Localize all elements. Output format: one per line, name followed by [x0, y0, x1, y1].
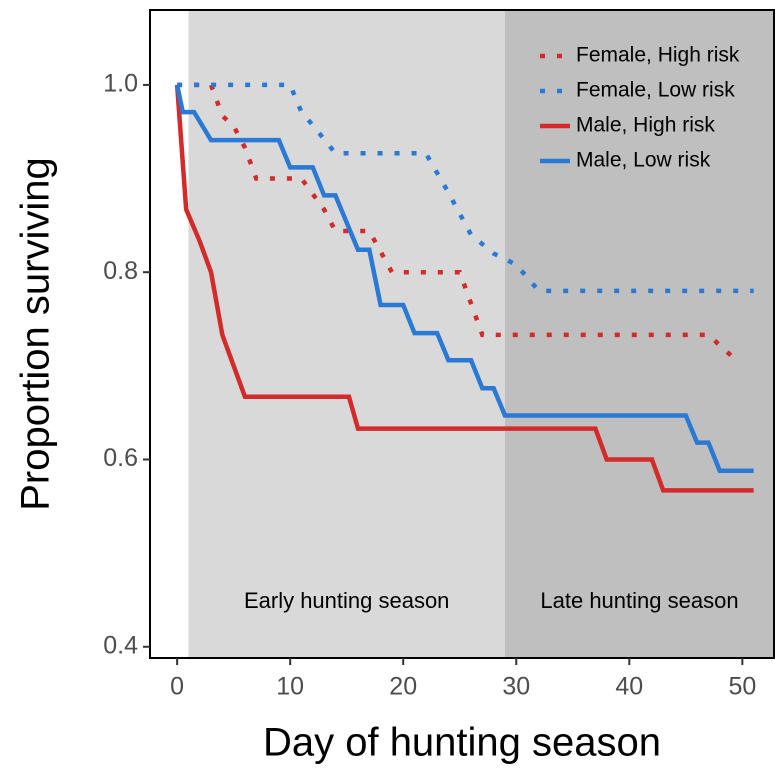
survival-line [174, 84, 754, 473]
region-label: Early hunting season [244, 588, 449, 613]
plot-frame [149, 9, 775, 659]
x-tick-label: 20 [389, 673, 417, 701]
survival-line [177, 82, 733, 358]
y-tick-label: 0.6 [103, 444, 138, 472]
season-region [188, 10, 505, 658]
legend-label: Female, Low risk [576, 79, 735, 102]
plot-area [174, 10, 774, 658]
season-region [504, 10, 774, 658]
x-tick-label: 50 [728, 673, 756, 701]
x-tick-label: 30 [502, 673, 530, 701]
x-axis-title: Day of hunting season [263, 721, 661, 765]
survival-line [177, 82, 754, 294]
x-tick-label: 40 [615, 673, 643, 701]
y-tick-label: 0.8 [103, 257, 138, 285]
x-tick-label: 10 [276, 673, 304, 701]
y-tick-label: 0.4 [103, 631, 138, 659]
survival-line [174, 84, 754, 493]
y-axis-title: Proportion surviving [14, 157, 58, 511]
x-tick-label: 0 [170, 673, 184, 701]
legend-label: Male, Low risk [576, 149, 711, 172]
legend-label: Male, High risk [576, 114, 715, 137]
legend-label: Female, High risk [576, 44, 740, 67]
y-tick-label: 1.0 [103, 70, 138, 98]
region-label: Late hunting season [540, 588, 738, 613]
